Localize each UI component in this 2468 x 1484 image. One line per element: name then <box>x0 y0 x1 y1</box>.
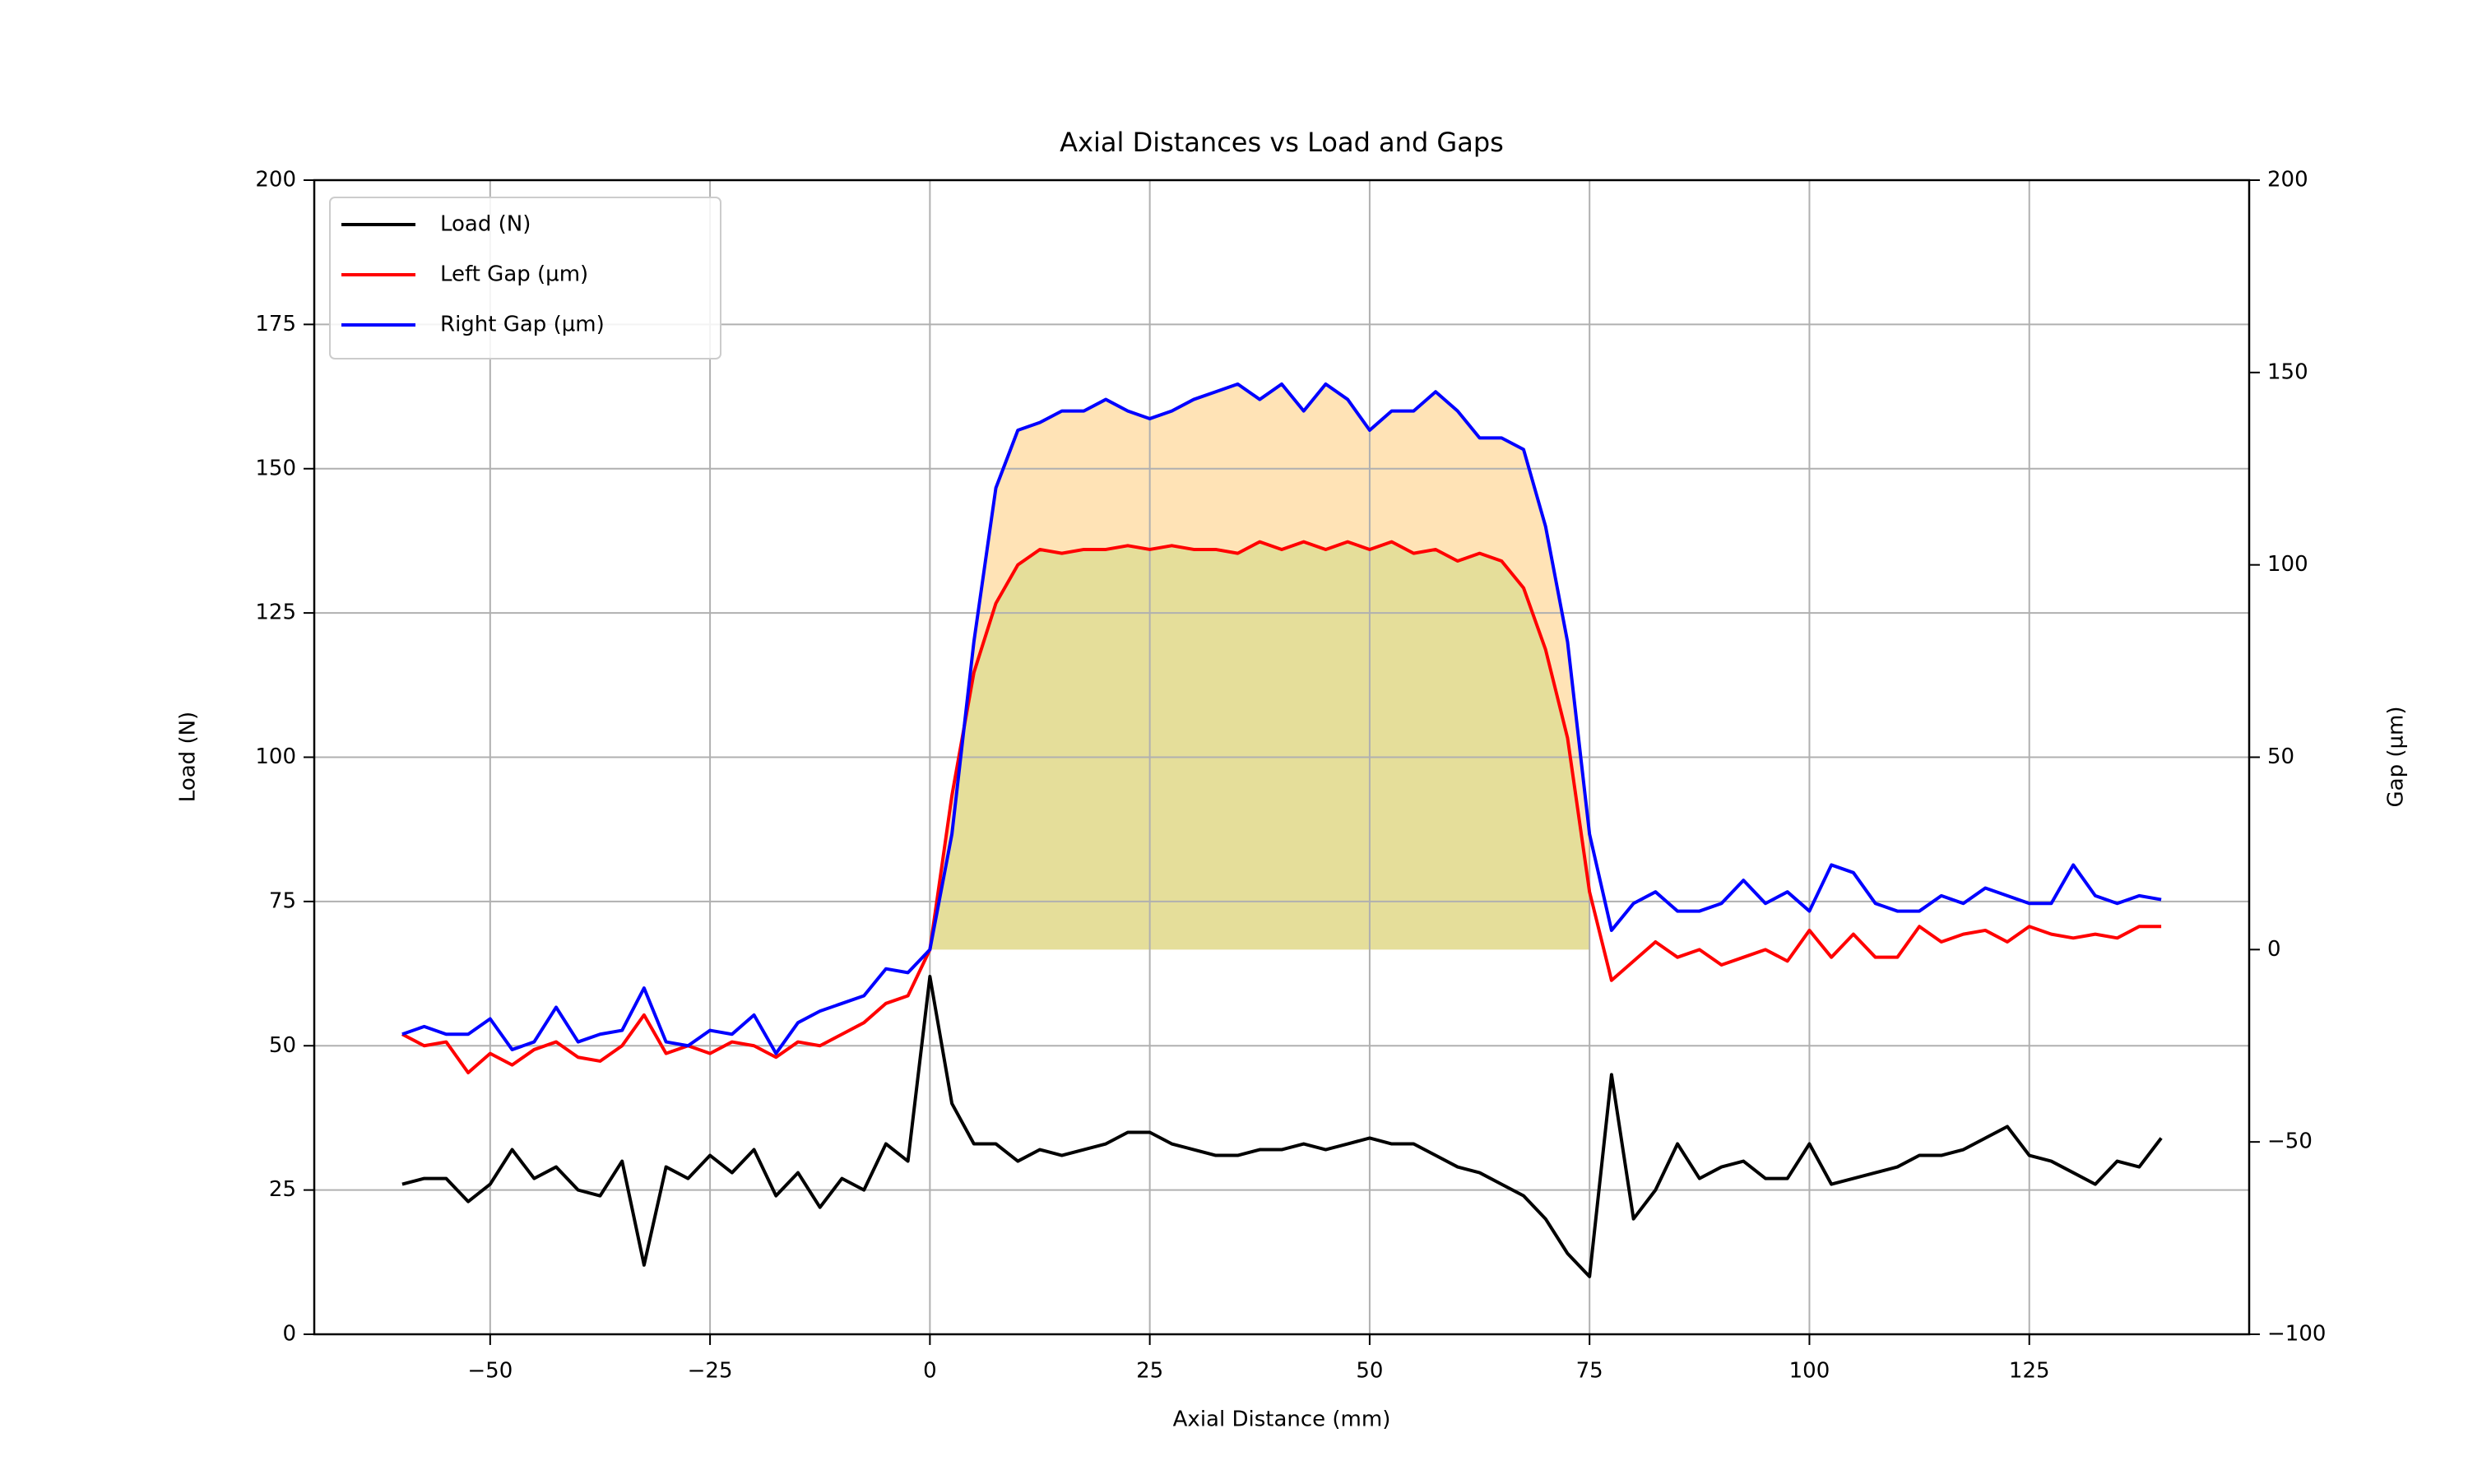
data-line <box>401 540 2162 1074</box>
y2-tick-label: −100 <box>2267 1322 2326 1347</box>
y2-tick-label: 50 <box>2267 744 2294 769</box>
x-tick-label: −25 <box>688 1359 733 1384</box>
x-tick-label: 125 <box>2009 1359 2050 1384</box>
x-tick-label: −50 <box>467 1359 513 1384</box>
y2-tick-label: −50 <box>2267 1129 2313 1154</box>
fill-area <box>930 383 1590 950</box>
plot-frame <box>313 179 2251 1336</box>
y-tick-label: 75 <box>269 888 296 913</box>
y2-axis-label: Gap (µm) <box>2384 706 2409 807</box>
y-tick-label: 0 <box>282 1322 296 1347</box>
y2-tick-label: 100 <box>2267 552 2308 577</box>
y2-tick-label: 150 <box>2267 359 2308 384</box>
legend-box <box>329 197 721 359</box>
y-tick-label: 50 <box>269 1033 296 1058</box>
y-tick-label: 150 <box>255 456 296 480</box>
x-tick-label: 100 <box>1789 1359 1830 1384</box>
y-tick-label: 100 <box>255 744 296 769</box>
y-tick-label: 125 <box>255 601 296 625</box>
chart-title: Axial Distances vs Load and Gaps <box>1060 127 1504 158</box>
legend-label: Right Gap (µm) <box>440 313 605 337</box>
legend-label: Load (N) <box>440 212 531 237</box>
x-tick-label: 50 <box>1356 1359 1383 1384</box>
data-line <box>401 975 2163 1278</box>
legend-label: Left Gap (µm) <box>440 262 588 287</box>
y2-tick-label: 0 <box>2267 937 2281 962</box>
y-tick-label: 25 <box>269 1177 296 1202</box>
x-tick-label: 25 <box>1136 1359 1163 1384</box>
y-axis-label: Load (N) <box>176 712 201 802</box>
y-tick-label: 200 <box>255 168 296 192</box>
y-tick-label: 175 <box>255 312 296 336</box>
x-axis-label: Axial Distance (mm) <box>1173 1407 1391 1432</box>
x-tick-label: 75 <box>1576 1359 1603 1384</box>
x-tick-label: 0 <box>923 1359 937 1384</box>
data-line <box>401 382 2162 1055</box>
fill-area <box>930 541 1590 950</box>
y2-tick-label: 200 <box>2267 168 2308 192</box>
